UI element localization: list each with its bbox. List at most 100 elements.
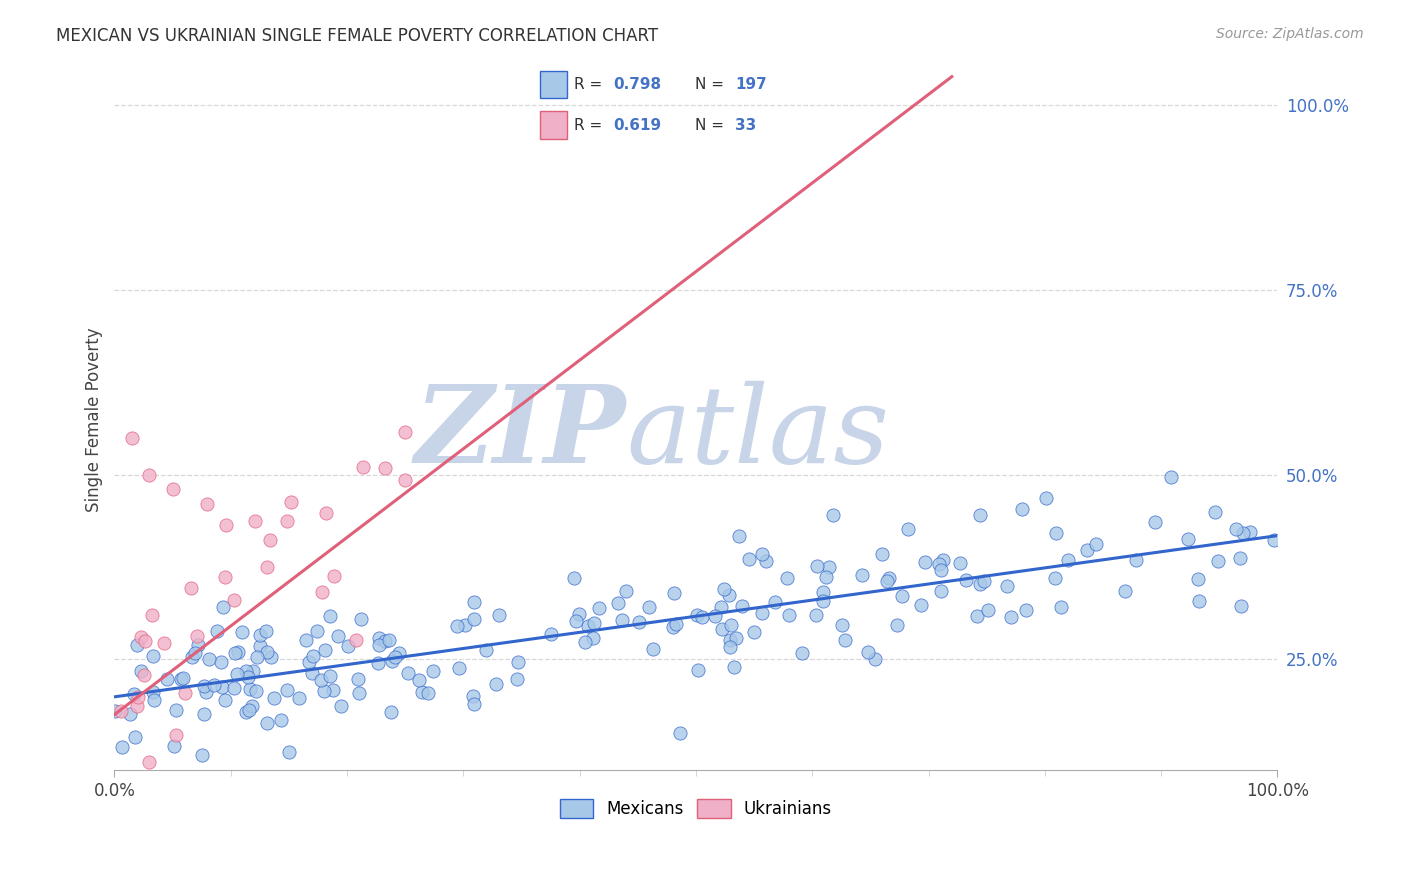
Point (710, 622, 733, 636)
Point (1011, 502, 1033, 516)
Point (270, 713, 292, 727)
Point (134, 634, 156, 648)
Point (249, 628, 271, 642)
Point (1229, 550, 1251, 565)
Point (446, 619, 468, 633)
Point (929, 563, 952, 577)
Point (314, 643, 336, 657)
Point (344, 633, 367, 648)
Point (1114, 584, 1136, 599)
Point (211, 599, 233, 614)
Point (122, 687, 145, 701)
Point (302, 649, 325, 664)
Point (235, 665, 257, 679)
Point (474, 643, 496, 657)
Point (156, 673, 179, 687)
Point (995, 579, 1018, 593)
Point (110, 704, 132, 718)
Point (870, 547, 893, 561)
Point (949, 556, 972, 570)
Point (322, 569, 344, 583)
Point (337, 640, 360, 654)
Point (141, 607, 163, 622)
Point (742, 625, 765, 640)
Point (141, 685, 163, 699)
Point (276, 682, 298, 697)
Point (104, 704, 127, 718)
Text: N =: N = (695, 118, 728, 133)
Point (288, 690, 311, 705)
Point (214, 692, 236, 706)
Point (408, 673, 430, 688)
Point (565, 614, 588, 628)
Point (977, 603, 1000, 617)
Point (610, 613, 633, 627)
Point (763, 594, 786, 608)
Text: R =: R = (575, 118, 607, 133)
Point (449, 661, 471, 675)
Point (1084, 536, 1107, 550)
Point (422, 664, 444, 678)
Point (582, 615, 605, 630)
Point (138, 755, 160, 769)
Point (388, 646, 411, 660)
Point (350, 612, 373, 626)
Point (1014, 603, 1036, 617)
Point (1045, 526, 1067, 541)
Point (132, 667, 155, 681)
Point (118, 706, 141, 721)
Point (319, 669, 342, 683)
Point (111, 740, 134, 755)
Point (260, 650, 283, 665)
Point (823, 508, 845, 522)
Point (311, 584, 333, 599)
Point (662, 620, 685, 634)
Point (461, 689, 484, 703)
FancyBboxPatch shape (540, 112, 567, 139)
Text: MEXICAN VS UKRAINIAN SINGLE FEMALE POVERTY CORRELATION CHART: MEXICAN VS UKRAINIAN SINGLE FEMALE POVER… (56, 27, 658, 45)
Text: 0.798: 0.798 (613, 78, 661, 93)
Point (378, 633, 401, 648)
Point (669, 725, 692, 739)
Point (718, 640, 741, 654)
Point (485, 677, 508, 691)
Point (197, 497, 219, 511)
Point (228, 645, 250, 659)
Point (197, 652, 219, 666)
Point (380, 705, 402, 719)
Point (886, 618, 908, 632)
Point (723, 660, 745, 674)
Point (806, 558, 828, 573)
Point (890, 589, 912, 603)
Point (1232, 526, 1254, 541)
Point (381, 654, 404, 668)
Point (815, 570, 838, 584)
Point (488, 607, 510, 622)
Point (1230, 599, 1253, 614)
Point (1076, 542, 1098, 557)
Point (224, 646, 246, 660)
Point (163, 739, 186, 754)
Point (776, 571, 799, 585)
Point (703, 609, 725, 624)
Point (540, 627, 562, 641)
Point (858, 645, 880, 659)
Point (309, 673, 332, 687)
Point (276, 515, 298, 529)
Point (876, 574, 898, 588)
Y-axis label: Single Female Poverty: Single Female Poverty (86, 327, 103, 512)
Point (1160, 470, 1182, 484)
Point (718, 632, 741, 647)
Point (352, 460, 374, 475)
Point (969, 508, 991, 523)
Point (817, 559, 839, 574)
Point (606, 596, 628, 610)
Point (215, 518, 238, 533)
Point (305, 624, 328, 639)
Point (256, 715, 278, 730)
Point (751, 547, 773, 561)
Point (506, 672, 529, 686)
Text: 33: 33 (735, 118, 756, 133)
Point (202, 678, 225, 692)
Point (347, 686, 370, 700)
